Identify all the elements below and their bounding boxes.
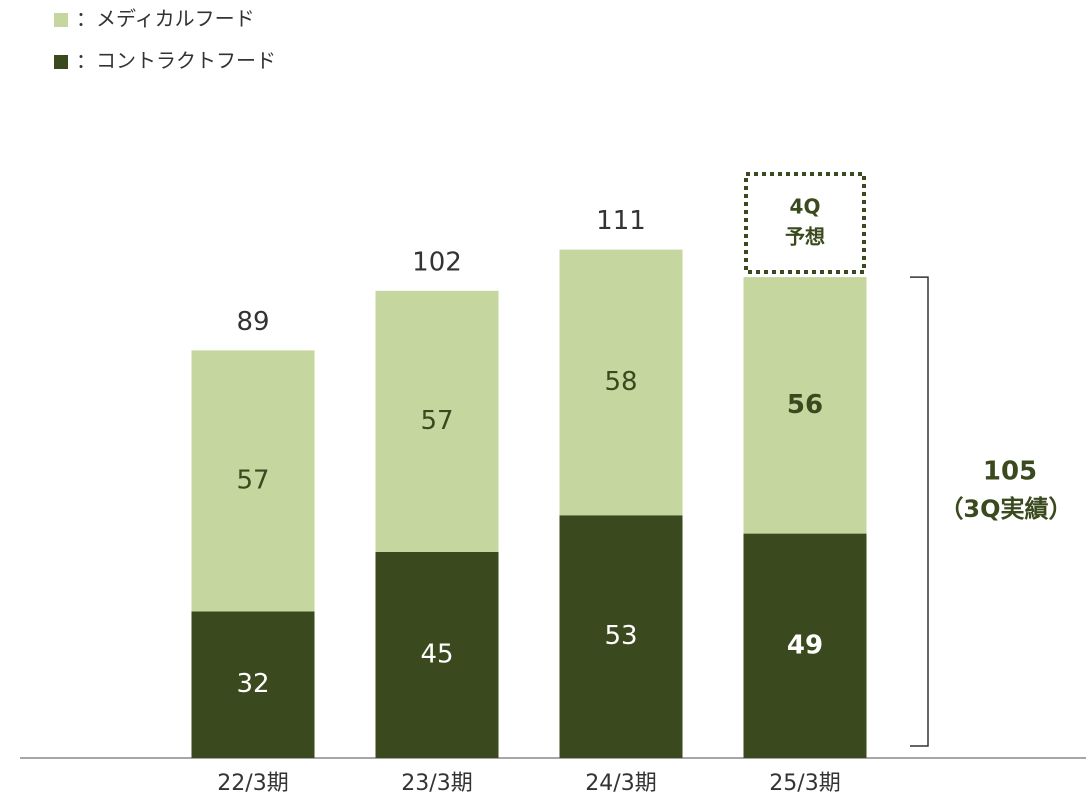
forecast-box bbox=[744, 172, 866, 274]
value-label: 58 bbox=[604, 367, 637, 397]
legend-label: ：コントラクトフード bbox=[76, 49, 276, 73]
legend-label: ：メディカルフード bbox=[76, 7, 255, 31]
total-label: 111 bbox=[596, 206, 646, 236]
legend-swatch bbox=[54, 13, 68, 27]
value-label: 49 bbox=[787, 630, 823, 660]
bar-segment bbox=[559, 515, 683, 758]
value-label: 56 bbox=[787, 390, 823, 420]
bar-segment bbox=[743, 533, 867, 758]
bar-segment bbox=[191, 350, 315, 612]
bracket-value: 105 bbox=[983, 457, 1037, 487]
total-label: 89 bbox=[236, 307, 269, 337]
value-label: 32 bbox=[236, 669, 269, 699]
bar-segment bbox=[191, 611, 315, 758]
value-label: 45 bbox=[420, 639, 453, 669]
forecast-label: 予想 bbox=[785, 225, 825, 249]
x-tick-label: 23/3期 bbox=[401, 771, 472, 796]
bar-segment bbox=[743, 277, 867, 534]
bar-segment bbox=[375, 551, 499, 758]
x-tick-label: 24/3期 bbox=[585, 771, 656, 796]
bracket bbox=[910, 276, 929, 747]
bar-segment bbox=[559, 249, 683, 516]
value-label: 53 bbox=[604, 621, 637, 651]
value-label: 57 bbox=[420, 406, 453, 436]
x-tick-label: 25/3期 bbox=[769, 771, 840, 796]
legend-swatch bbox=[54, 55, 68, 69]
total-label: 102 bbox=[412, 247, 462, 277]
x-tick-label: 22/3期 bbox=[217, 771, 288, 796]
bracket-note: （3Q実績） bbox=[939, 495, 1072, 523]
bar-segment bbox=[375, 290, 499, 552]
forecast-label: 4Q bbox=[790, 195, 821, 219]
value-label: 57 bbox=[236, 465, 269, 495]
